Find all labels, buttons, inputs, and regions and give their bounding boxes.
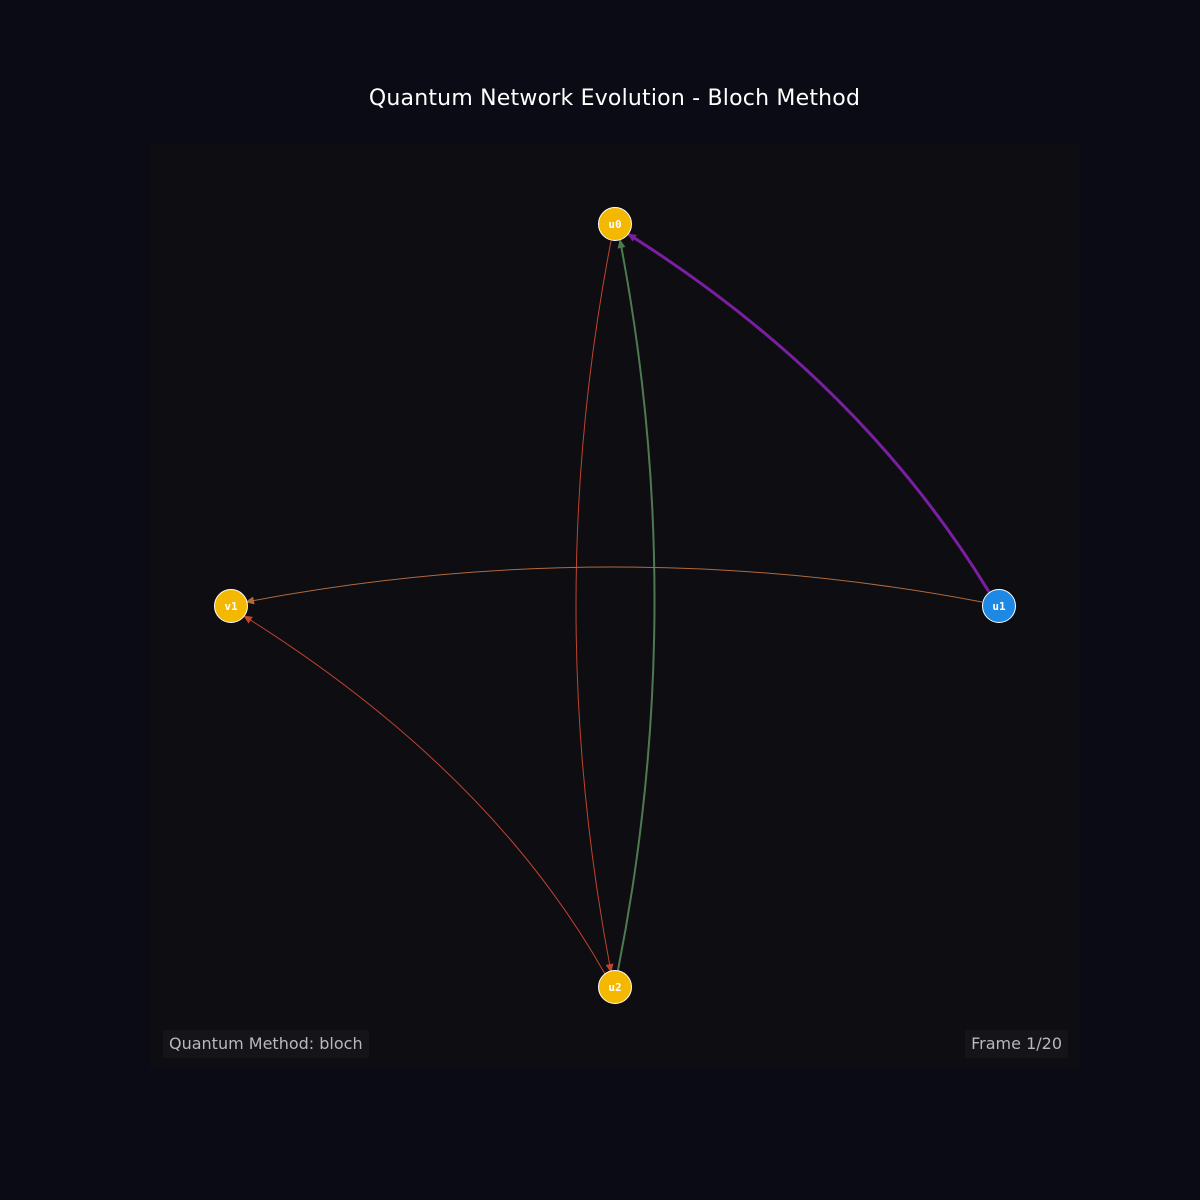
- edge-u2-u0: [617, 239, 656, 971]
- node-v1[interactable]: v1: [214, 589, 248, 623]
- node-label-v1: v1: [224, 600, 238, 613]
- node-u0[interactable]: u0: [598, 207, 632, 241]
- node-u2[interactable]: u2: [598, 970, 632, 1004]
- edge-u1-v1: [245, 566, 983, 605]
- node-label-u2: u2: [608, 981, 621, 994]
- plot-area: [150, 144, 1080, 1068]
- quantum-method-label: Quantum Method: bloch: [163, 1030, 369, 1058]
- frame-counter: Frame 1/20: [965, 1030, 1068, 1058]
- node-label-u0: u0: [608, 218, 621, 231]
- node-label-u1: u1: [992, 600, 1006, 613]
- node-u1[interactable]: u1: [982, 589, 1016, 623]
- edge-u2-v1: [243, 615, 606, 975]
- diagram-title: Quantum Network Evolution - Bloch Method: [368, 86, 861, 111]
- edge-u1-u0: [627, 232, 991, 593]
- edge-u0-u2: [575, 240, 614, 973]
